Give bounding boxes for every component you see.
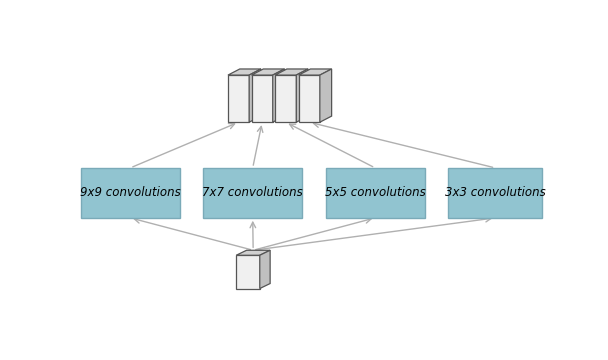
- FancyBboxPatch shape: [326, 168, 424, 218]
- Text: 5x5 convolutions: 5x5 convolutions: [325, 186, 426, 199]
- Polygon shape: [273, 69, 285, 122]
- Polygon shape: [299, 69, 331, 75]
- Polygon shape: [228, 75, 249, 122]
- Polygon shape: [228, 69, 261, 75]
- Polygon shape: [260, 250, 270, 288]
- Text: 3x3 convolutions: 3x3 convolutions: [445, 186, 546, 199]
- Text: 9x9 convolutions: 9x9 convolutions: [80, 186, 181, 199]
- Polygon shape: [275, 75, 296, 122]
- FancyBboxPatch shape: [203, 168, 302, 218]
- Polygon shape: [320, 69, 331, 122]
- Polygon shape: [296, 69, 308, 122]
- Polygon shape: [299, 75, 320, 122]
- FancyBboxPatch shape: [81, 168, 180, 218]
- Polygon shape: [252, 75, 273, 122]
- Polygon shape: [236, 250, 270, 255]
- Polygon shape: [275, 69, 308, 75]
- Polygon shape: [236, 255, 260, 288]
- FancyBboxPatch shape: [448, 168, 542, 218]
- Polygon shape: [252, 69, 285, 75]
- Polygon shape: [249, 69, 261, 122]
- Text: 7x7 convolutions: 7x7 convolutions: [202, 186, 303, 199]
